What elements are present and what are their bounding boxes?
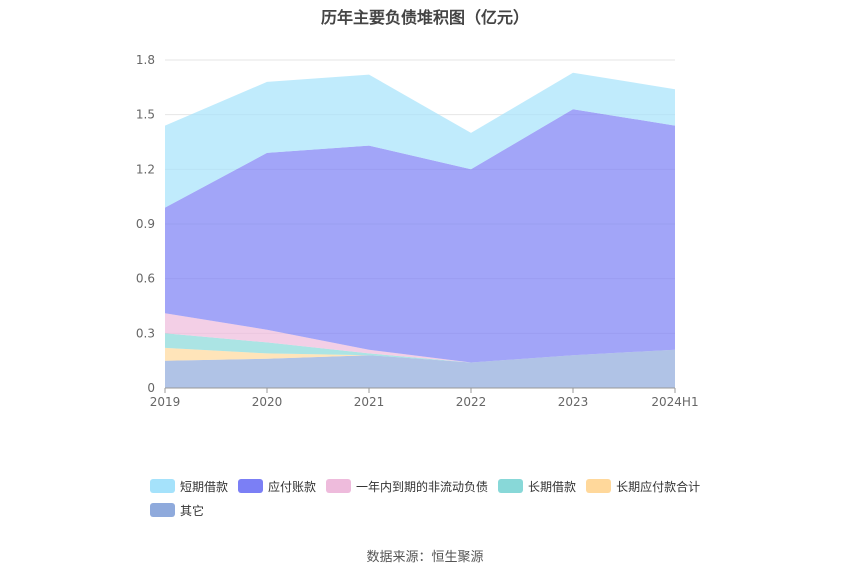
legend-swatch — [150, 479, 175, 493]
legend-label: 一年内到期的非流动负债 — [356, 479, 489, 494]
y-tick-label: 1.8 — [136, 53, 155, 67]
legend-swatch — [498, 479, 524, 493]
axes: 0 0.3 0.6 0.9 1.2 1.5 1.8 2019 2020 2021 2022 2023 2… — [136, 53, 699, 409]
legend-row-2: 其它 — [150, 498, 730, 522]
area-series-短期借款 — [165, 72, 675, 208]
legend-swatch — [326, 479, 352, 493]
legend-item-other[interactable]: 其它 — [150, 502, 204, 519]
legend-swatch — [150, 503, 175, 517]
y-tick-label: 1.5 — [136, 108, 155, 122]
legend-swatch — [238, 479, 264, 493]
x-tick-label: 2020 — [252, 395, 283, 409]
area-series-其它 — [165, 349, 675, 388]
legend-item-long-term-loans[interactable]: 长期借款 — [498, 478, 576, 495]
y-tick-label: 0.3 — [136, 326, 155, 340]
y-tick-label: 1.2 — [136, 162, 155, 176]
legend-item-short-term-loans[interactable]: 短期借款 — [150, 478, 228, 495]
legend-item-accounts-payable[interactable]: 应付账款 — [238, 478, 316, 495]
data-source: 数据来源：恒生聚源 — [366, 550, 484, 565]
y-tick-label: 0.6 — [136, 272, 155, 286]
chart-title: 历年主要负债堆积图（亿元） — [320, 8, 529, 27]
area-series-长期借款 — [165, 333, 675, 363]
y-tick-label: 0 — [147, 381, 155, 395]
legend-item-long-term-payables[interactable]: 长期应付款合计 — [586, 478, 700, 495]
legend-label: 短期借款 — [180, 479, 229, 494]
area-series-长期应付款合计 — [165, 347, 675, 363]
legend-row-1: 短期借款 应付账款 一年内到期的非流动负债 长期借款 长期应付款合计 — [150, 474, 730, 498]
legend-label: 长期应付款合计 — [616, 479, 701, 494]
legend-label: 应付账款 — [268, 479, 317, 494]
area-series-一年内到期的非流动负债 — [165, 313, 675, 363]
stacked-area-chart: 0 0.3 0.6 0.9 1.2 1.5 1.8 2019 2020 2021 2022 2023 2… — [136, 53, 699, 409]
y-tick-label: 0.9 — [136, 217, 155, 231]
legend: 短期借款 应付账款 一年内到期的非流动负债 长期借款 长期应付款合计 其它 — [150, 474, 730, 522]
legend-label: 其它 — [180, 503, 205, 518]
area-series-应付账款 — [165, 109, 675, 363]
legend-label: 长期借款 — [528, 479, 577, 494]
x-tick-label: 2019 — [150, 395, 181, 409]
x-tick-label: 2024H1 — [651, 395, 698, 409]
x-tick-label: 2021 — [354, 395, 385, 409]
legend-item-current-portion-noncurrent[interactable]: 一年内到期的非流动负债 — [326, 478, 488, 495]
x-tick-label: 2022 — [456, 395, 487, 409]
legend-swatch — [586, 479, 612, 493]
area-series — [165, 72, 675, 388]
x-tick-label: 2023 — [558, 395, 589, 409]
